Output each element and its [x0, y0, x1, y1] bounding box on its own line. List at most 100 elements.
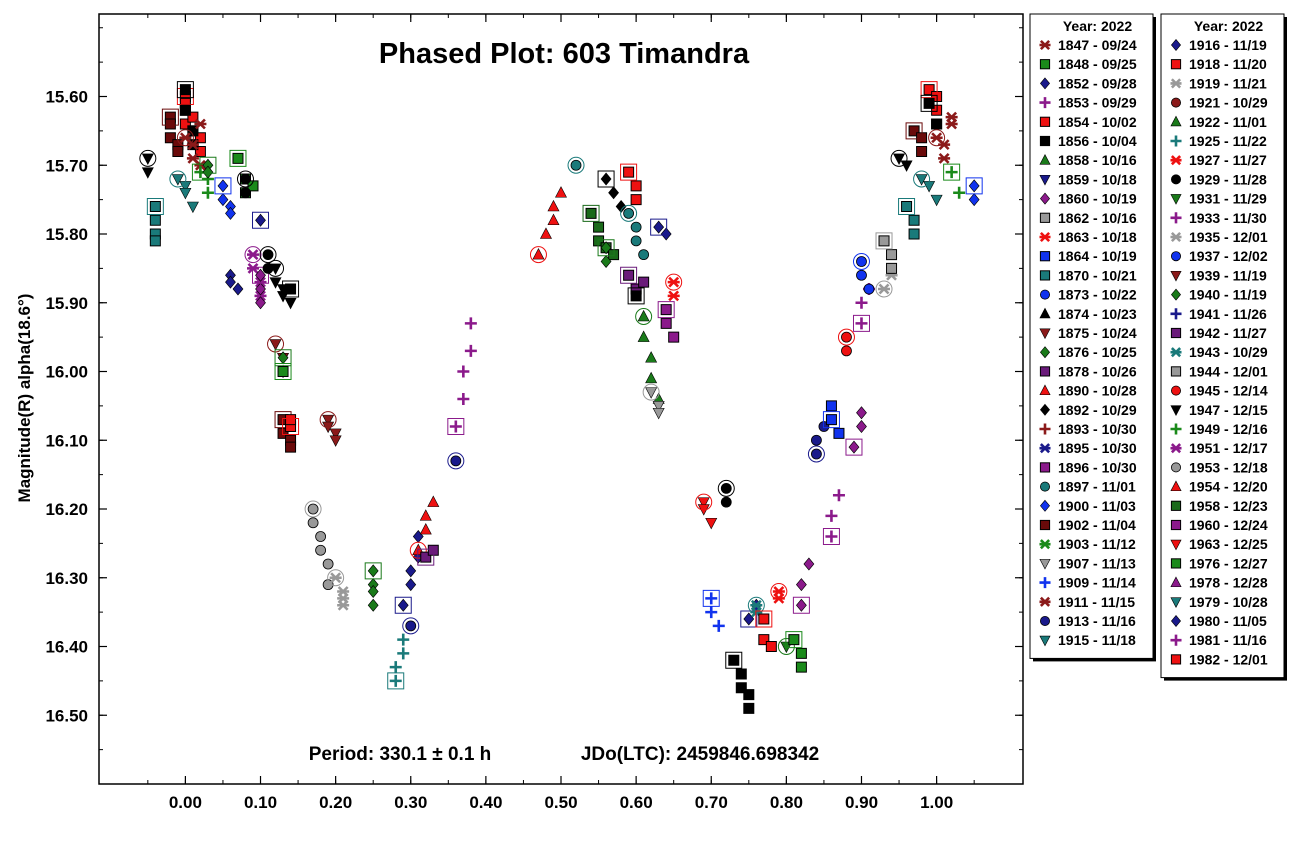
point-highlight: [928, 129, 946, 147]
legend-marker: [1039, 596, 1051, 607]
data-point: [705, 606, 718, 619]
legend-marker: [1040, 346, 1050, 359]
data-point: [856, 256, 867, 267]
point-highlight: [327, 569, 345, 587]
data-point: [269, 263, 282, 276]
data-point: [623, 207, 635, 219]
data-point: [457, 365, 470, 378]
x-tick-label: 0.50: [544, 793, 577, 812]
legend-marker: [1171, 97, 1182, 108]
data-point: [367, 585, 379, 598]
legend-marker: [1170, 519, 1182, 531]
legend-entry-label: 1878 - 10/26: [1058, 363, 1137, 379]
point-highlight: [402, 617, 420, 635]
legend-entry-label: 1981 - 11/16: [1189, 632, 1267, 648]
data-point: [367, 564, 379, 578]
legend-entry-label: 1911 - 11/15: [1058, 594, 1135, 610]
series-group: [792, 557, 815, 614]
period-annotation: Period: 330.1 ± 0.1 h: [309, 744, 492, 765]
x-tick-label: 0.20: [319, 793, 352, 812]
legend-marker: [1039, 174, 1051, 186]
data-point: [240, 187, 251, 199]
point-highlight: [650, 218, 668, 236]
legend-marker: [1039, 558, 1051, 570]
legend-marker: [1040, 192, 1050, 205]
data-point: [322, 414, 335, 427]
point-highlight: [387, 672, 405, 690]
point-highlight: [657, 301, 675, 319]
point-highlight: [176, 81, 194, 99]
data-point: [931, 118, 943, 130]
legend-entry-label: 1895 - 10/30: [1058, 440, 1137, 456]
data-point: [825, 530, 838, 543]
point-highlight: [199, 156, 217, 174]
series-group: [597, 239, 615, 268]
series-group: [785, 631, 807, 673]
legend-marker: [1171, 462, 1182, 473]
point-highlight: [146, 198, 164, 215]
legend-marker: [1170, 115, 1182, 127]
data-point: [915, 174, 928, 186]
series-group: [597, 170, 627, 213]
legend-entry-label: 1929 - 11/28: [1189, 171, 1267, 187]
point-highlight: [725, 651, 743, 669]
series-group: [304, 500, 334, 591]
point-highlight: [627, 287, 645, 305]
data-point: [652, 407, 665, 420]
legend-entry-label: 1893 - 10/30: [1058, 421, 1137, 437]
data-point: [179, 187, 192, 200]
data-point: [405, 620, 417, 632]
chart-title: Phased Plot: 603 Timandra: [379, 38, 750, 70]
data-point: [240, 173, 251, 185]
series-group: [274, 363, 292, 380]
legend-marker: [1170, 347, 1182, 358]
legend-entry-label: 1937 - 12/02: [1189, 248, 1268, 264]
legend-marker: [1039, 384, 1051, 396]
legend-entry-label: 1979 - 10/28: [1189, 594, 1268, 610]
data-point: [149, 214, 161, 226]
point-highlight: [755, 610, 773, 628]
data-point: [856, 406, 867, 420]
data-point: [397, 598, 409, 612]
data-point: [908, 228, 920, 240]
data-point: [225, 206, 236, 220]
legend-entry-label: 1853 - 09/29: [1058, 95, 1137, 111]
series-group: [875, 232, 898, 274]
legend-marker: [1170, 212, 1182, 224]
data-point: [329, 572, 342, 584]
legend-entry-label: 1863 - 10/18: [1058, 229, 1137, 245]
data-point: [600, 241, 612, 255]
point-highlight: [319, 411, 337, 429]
legend-marker: [1039, 462, 1051, 473]
legend-box: [1160, 13, 1285, 679]
x-tick-label: 0.40: [469, 793, 502, 812]
point-highlight: [139, 149, 157, 167]
data-point: [307, 503, 319, 515]
series-group: [913, 170, 943, 207]
legend-entry-label: 1963 - 12/25: [1189, 536, 1268, 552]
data-point: [419, 522, 432, 535]
y-tick-label: 16.00: [45, 363, 88, 382]
legend-marker: [1170, 443, 1182, 454]
legend-marker: [1170, 539, 1182, 551]
data-point: [450, 455, 462, 467]
data-point: [825, 400, 837, 412]
data-point: [464, 344, 477, 357]
legend-entry-label: 1945 - 12/14: [1189, 383, 1268, 399]
legend-marker: [1170, 155, 1182, 166]
y-tick-label: 16.50: [45, 706, 88, 725]
point-highlight: [267, 259, 285, 277]
data-point: [397, 647, 410, 660]
series-group: [529, 186, 567, 264]
data-point: [930, 194, 943, 207]
legend-entry-label: 1874 - 10/23: [1058, 306, 1137, 322]
series-group: [755, 610, 777, 652]
data-point: [893, 153, 906, 166]
data-point: [645, 351, 658, 363]
data-point: [652, 401, 665, 413]
series-group: [837, 328, 855, 357]
y-tick-label: 16.10: [45, 431, 88, 450]
point-highlight: [822, 411, 840, 429]
data-point: [811, 448, 822, 460]
data-point: [908, 125, 920, 137]
